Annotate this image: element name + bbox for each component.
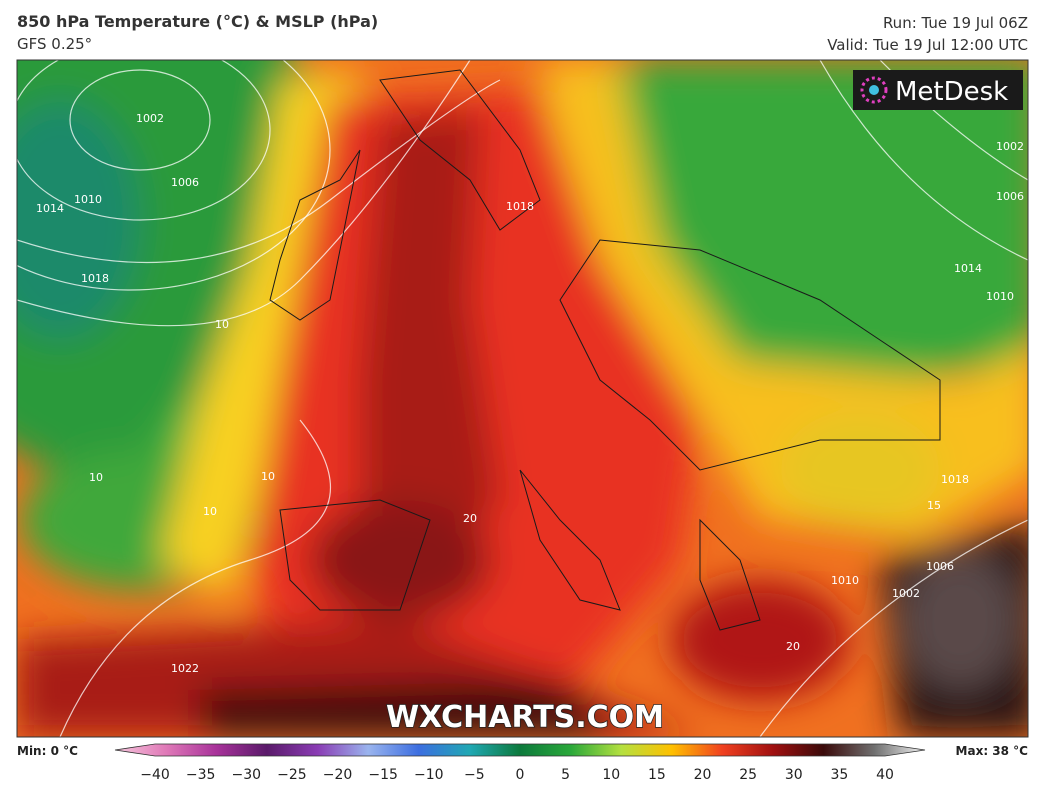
color-bar-tick-label: −30 <box>231 767 261 783</box>
contour-label: 20 <box>786 640 800 653</box>
color-bar <box>114 743 926 757</box>
logo-box <box>853 70 1023 110</box>
contour-label: 15 <box>927 499 941 512</box>
color-bar-tick-label: 5 <box>561 767 570 783</box>
color-bar-tick-label: 20 <box>694 767 712 783</box>
contour-labels: 1002100610101014101810221018101010021006… <box>36 112 1024 675</box>
color-bar-tick-label: −25 <box>277 767 307 783</box>
watermark: WXCHARTS.COM <box>386 700 664 735</box>
contour-label: 1010 <box>831 574 859 587</box>
contour-label: 1018 <box>506 200 534 213</box>
contour-label: 1002 <box>996 140 1024 153</box>
color-bar-tick-label: −20 <box>323 767 353 783</box>
contour-label: 1018 <box>81 272 109 285</box>
color-bar-tick-label: 10 <box>602 767 620 783</box>
contour-label: 1006 <box>171 176 199 189</box>
contour-label: 1002 <box>892 587 920 600</box>
color-bar-tick-label: −10 <box>414 767 444 783</box>
contour-label: 1002 <box>136 112 164 125</box>
color-bar-tick-label: −5 <box>464 767 485 783</box>
contour-label: 1018 <box>941 473 969 486</box>
valid-time: Valid: Tue 19 Jul 12:00 UTC <box>827 36 1028 54</box>
contour-label: 1010 <box>74 193 102 206</box>
contour-label: 20 <box>463 512 477 525</box>
legend-min: Min: 0 °C <box>17 744 78 758</box>
contour-label: 1010 <box>986 290 1014 303</box>
contour-label: 1006 <box>996 190 1024 203</box>
subtitle: GFS 0.25° <box>17 35 93 53</box>
temperature-field: 1002100610101014101810221018101010021006… <box>17 60 1028 737</box>
color-bar-tick-label: −35 <box>186 767 216 783</box>
contour-label: 10 <box>203 505 217 518</box>
color-bar-tick-label: 25 <box>739 767 757 783</box>
map-frame <box>16 59 1029 738</box>
contour-label: 1022 <box>171 662 199 675</box>
contour-label: 1006 <box>926 560 954 573</box>
legend-max: Max: 38 °C <box>956 744 1029 758</box>
contour-label: 10 <box>215 318 229 331</box>
logo-text: MetDesk <box>895 77 1008 107</box>
color-bar-tick-label: 35 <box>830 767 848 783</box>
color-bar-tick-label: 40 <box>876 767 894 783</box>
contour-label: 10 <box>261 470 275 483</box>
contour-label: 1014 <box>954 262 982 275</box>
color-bar-tick-label: 0 <box>516 767 525 783</box>
color-bar-tick-label: −40 <box>140 767 170 783</box>
color-bar-tick-label: −15 <box>368 767 398 783</box>
contour-label: 10 <box>89 471 103 484</box>
color-bar-tick-label: 30 <box>785 767 803 783</box>
isobars <box>17 60 1028 737</box>
color-bar-ticks: −40 −35 −30 −25 −20 −15 −10 −5 0 5 10 15 20 25 30 35 40 <box>140 767 894 783</box>
logo-mark <box>860 76 888 104</box>
contour-label: 1014 <box>36 202 64 215</box>
coastlines <box>269 69 941 631</box>
color-bar-tick-label: 15 <box>648 767 666 783</box>
title: 850 hPa Temperature (°C) & MSLP (hPa) <box>17 12 379 31</box>
run-time: Run: Tue 19 Jul 06Z <box>882 14 1028 32</box>
